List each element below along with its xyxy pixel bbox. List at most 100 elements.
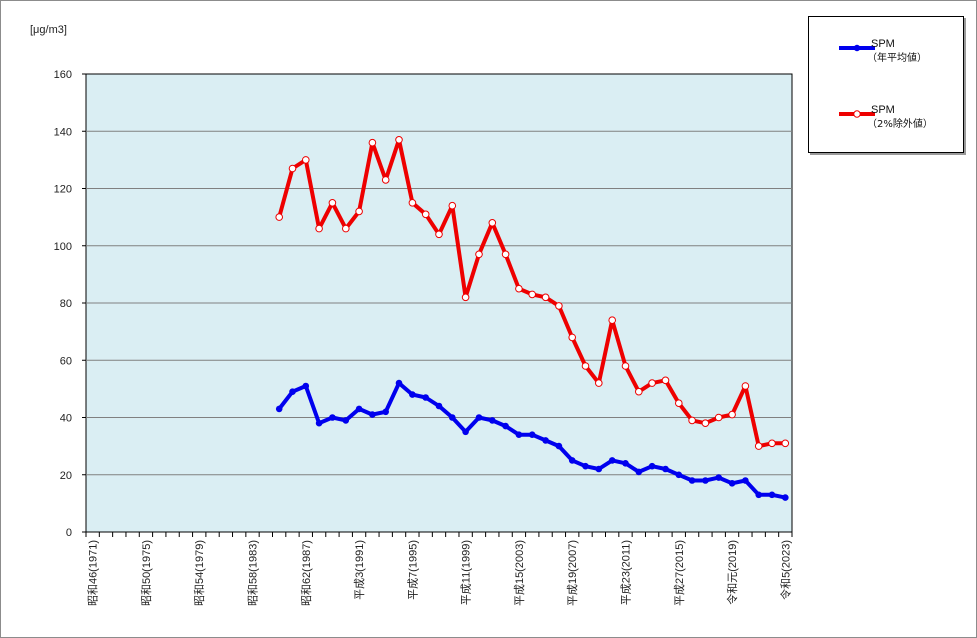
series-0-point-2000 bbox=[475, 414, 483, 421]
x-tick-label-1987: 昭和62(1987) bbox=[300, 540, 313, 606]
series-0-point-2003 bbox=[515, 431, 523, 439]
series-0-point-1999 bbox=[462, 428, 469, 436]
series-1-point-1993 bbox=[381, 176, 390, 184]
series-1-point-2016 bbox=[688, 416, 696, 425]
series-1-point-2014 bbox=[661, 376, 670, 385]
x-tick-label-2015: 平成27(2015) bbox=[673, 540, 686, 606]
series-1-point-2006 bbox=[555, 302, 563, 310]
y-tick-label-0: 0 bbox=[66, 527, 72, 539]
series-1-point-1991 bbox=[355, 207, 363, 216]
series-0-point-1997 bbox=[435, 402, 443, 410]
series-0-point-1993 bbox=[382, 408, 390, 416]
series-1-point-2009 bbox=[595, 379, 603, 387]
series-0-point-1995 bbox=[409, 391, 416, 398]
series-0-point-1989 bbox=[329, 414, 336, 421]
series-1-point-2008 bbox=[581, 362, 590, 370]
series-0-point-2006 bbox=[555, 442, 563, 450]
series-0-point-1986 bbox=[289, 388, 296, 396]
series-1-point-2002 bbox=[501, 250, 510, 259]
legend-label-annual-mean: SPM bbox=[871, 38, 895, 50]
series-0-point-2020 bbox=[742, 477, 749, 484]
series-1-point-2022 bbox=[768, 439, 776, 448]
series-1-point-2019 bbox=[728, 410, 736, 419]
series-1-point-1997 bbox=[435, 230, 443, 239]
series-0-point-2004 bbox=[528, 431, 536, 439]
series-0-point-2011 bbox=[622, 460, 629, 467]
series-1-point-1998 bbox=[448, 201, 457, 210]
series-0-point-1988 bbox=[315, 419, 323, 427]
series-1-point-2012 bbox=[635, 387, 643, 396]
y-tick-label-100: 100 bbox=[54, 241, 72, 253]
x-tick-label-2007: 平成19(2007) bbox=[566, 540, 579, 606]
legend-item-2pct-excluded: SPM （2%除外値） bbox=[809, 103, 963, 143]
series-1-point-2007 bbox=[568, 333, 577, 342]
x-tick-label-2003: 平成15(2003) bbox=[513, 540, 526, 606]
y-tick-label-20: 20 bbox=[60, 470, 72, 482]
series-0-point-2002 bbox=[502, 422, 509, 430]
series-0-point-1990 bbox=[342, 417, 350, 424]
x-tick-label-2019: 令和元(2019) bbox=[725, 540, 739, 605]
series-1-point-2023 bbox=[781, 439, 790, 448]
series-1-point-1996 bbox=[421, 210, 430, 219]
legend-swatch-annual-mean bbox=[839, 44, 875, 52]
series-1-point-2020 bbox=[741, 382, 750, 390]
series-0-point-2021 bbox=[755, 491, 762, 499]
y-unit-label: [μg/m3] bbox=[30, 24, 67, 36]
x-tick-label-1975: 昭和50(1975) bbox=[140, 540, 153, 606]
y-tick-label-120: 120 bbox=[54, 184, 72, 196]
series-1-point-2005 bbox=[541, 293, 550, 302]
legend-item-annual-mean: SPM （年平均値） bbox=[809, 37, 963, 77]
series-1-point-1985 bbox=[275, 213, 284, 221]
series-0-point-2010 bbox=[608, 457, 616, 464]
series-0-point-2017 bbox=[702, 477, 709, 484]
y-tick-label-140: 140 bbox=[54, 126, 72, 138]
legend: SPM （年平均値） SPM （2%除外値） bbox=[808, 16, 964, 153]
series-1-point-2000 bbox=[475, 250, 483, 259]
series-1-point-1987 bbox=[302, 156, 310, 164]
series-0-point-1991 bbox=[355, 405, 363, 413]
x-tick-label-1999: 平成11(1999) bbox=[460, 540, 473, 605]
x-tick-label-1971: 昭和46(1971) bbox=[87, 540, 100, 606]
series-1-point-2003 bbox=[515, 284, 523, 293]
series-1-point-1992 bbox=[368, 138, 377, 147]
series-0-point-1985 bbox=[275, 405, 283, 413]
y-tick-label-60: 60 bbox=[60, 355, 72, 367]
series-0-point-2008 bbox=[582, 462, 589, 470]
x-tick-label-1995: 平成7(1995) bbox=[406, 540, 419, 600]
series-0-point-2007 bbox=[568, 457, 576, 464]
series-0-point-2018 bbox=[715, 474, 722, 481]
series-1-point-1989 bbox=[328, 199, 337, 207]
series-0-point-1998 bbox=[449, 414, 456, 421]
series-0-point-2023 bbox=[782, 494, 789, 501]
series-0-point-2012 bbox=[635, 468, 643, 476]
series-0-point-2019 bbox=[728, 480, 736, 487]
legend-label-2pct-excluded: SPM bbox=[871, 104, 895, 116]
series-0-point-1996 bbox=[422, 394, 430, 401]
series-1-point-2001 bbox=[488, 219, 497, 227]
y-tick-label-160: 160 bbox=[54, 69, 72, 81]
series-1-point-2004 bbox=[528, 290, 537, 299]
series-0-point-2001 bbox=[489, 417, 496, 424]
series-0-point-2013 bbox=[648, 462, 656, 470]
y-tick-label-80: 80 bbox=[60, 298, 72, 310]
series-1-point-2011 bbox=[621, 362, 630, 370]
series-0-point-2016 bbox=[688, 477, 696, 484]
legend-sublabel-annual-mean: （年平均値） bbox=[867, 53, 927, 64]
series-1-point-2013 bbox=[648, 379, 656, 387]
legend-sublabel-2pct-excluded: （2%除外値） bbox=[867, 119, 933, 130]
series-1-point-1999 bbox=[461, 293, 470, 302]
series-0-point-2015 bbox=[675, 471, 683, 479]
series-1-point-2017 bbox=[701, 419, 710, 428]
x-tick-label-1979: 昭和54(1979) bbox=[193, 540, 206, 606]
series-1-point-1988 bbox=[315, 224, 323, 233]
series-0-point-2005 bbox=[542, 437, 549, 444]
series-0-point-2009 bbox=[595, 465, 603, 473]
series-0-point-2022 bbox=[768, 491, 776, 499]
series-0-point-1987 bbox=[302, 382, 310, 390]
series-0-point-1992 bbox=[369, 411, 376, 418]
series-1-point-2010 bbox=[608, 316, 617, 325]
series-1-point-1994 bbox=[395, 136, 403, 144]
series-1-point-1990 bbox=[342, 224, 350, 233]
series-0-point-1994 bbox=[395, 379, 403, 387]
